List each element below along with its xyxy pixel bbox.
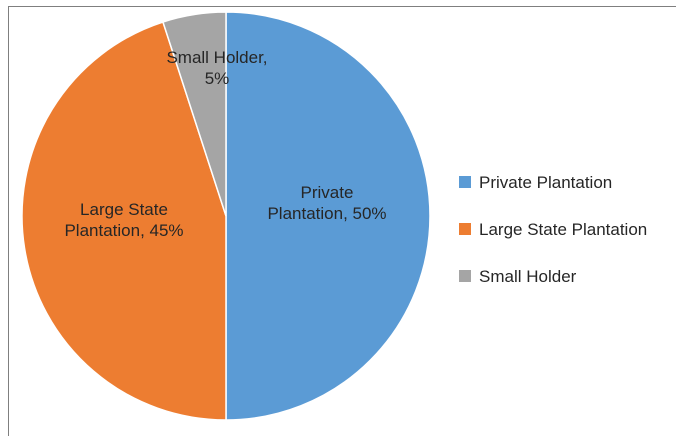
pie-slices: [21, 11, 431, 421]
slice-label-small-holder: Small Holder, 5%: [166, 48, 267, 88]
pie-slice-small-holder: [162, 11, 227, 217]
slice-label-private-plantation: Private Plantation, 50%: [267, 183, 386, 223]
legend-label: Large State Plantation: [479, 220, 647, 239]
legend: Private Plantation Large State Plantation…: [459, 173, 647, 286]
legend-label: Small Holder: [479, 267, 577, 286]
legend-label: Private Plantation: [479, 173, 612, 192]
pie-slice-private-plantation: [225, 11, 431, 421]
slice-labels: Private Plantation, 50% Large State Plantat…: [64, 48, 386, 240]
legend-swatch: [459, 223, 471, 235]
legend-swatch: [459, 270, 471, 282]
legend-swatch: [459, 176, 471, 188]
pie-slice-large-state-plantation: [21, 21, 227, 421]
slice-label-large-state-plantation: Large State Plantation, 45%: [64, 200, 183, 240]
